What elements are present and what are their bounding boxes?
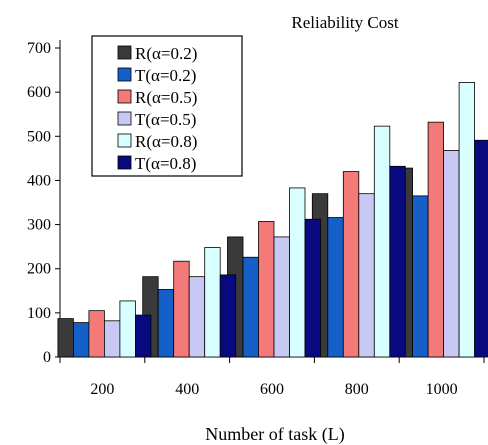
legend-label: R(α=0.2) <box>135 44 197 63</box>
legend-label: R(α=0.8) <box>135 132 197 151</box>
legend-label: T(α=0.8) <box>135 154 196 173</box>
bar <box>258 221 275 358</box>
bar <box>157 289 175 358</box>
x-tick-label: 600 <box>260 381 284 398</box>
bar <box>204 247 221 358</box>
bar <box>389 165 406 358</box>
bar <box>327 217 344 358</box>
bar <box>412 195 429 358</box>
bar <box>104 320 121 358</box>
bar <box>134 314 152 358</box>
bar <box>342 171 360 358</box>
bar <box>443 150 460 358</box>
bar <box>458 82 476 358</box>
legend-label: R(α=0.5) <box>135 88 197 107</box>
bars <box>57 82 488 358</box>
bar <box>173 260 190 358</box>
y-tick-label: 300 <box>27 217 51 234</box>
bar <box>289 187 306 358</box>
legend-box <box>91 35 243 177</box>
y-tick-label: 200 <box>27 261 51 278</box>
bar <box>474 139 488 358</box>
legend-swatch <box>117 155 132 170</box>
bar <box>242 256 259 358</box>
bar <box>427 121 445 358</box>
y-tick-label: 0 <box>43 349 51 366</box>
x-axis-label: Number of task (L) <box>205 424 344 445</box>
y-axis: 0 100 200 300 400 500 600 700 <box>27 40 61 366</box>
bar <box>273 236 290 358</box>
bar <box>358 193 375 358</box>
legend-swatch <box>117 111 132 126</box>
bar <box>188 276 206 358</box>
x-tick-label: 800 <box>345 381 369 398</box>
x-axis: 200 400 600 800 1000 <box>59 356 485 398</box>
bar <box>219 274 237 358</box>
bar <box>373 125 391 358</box>
x-tick-label: 1000 <box>426 381 458 398</box>
legend-swatch <box>117 133 132 148</box>
y-tick-label: 700 <box>27 40 51 57</box>
y-tick-label: 400 <box>27 172 51 189</box>
legend: R(α=0.2) T(α=0.2) R(α=0.5) T(α=0.5) R(α=0.8)… <box>91 35 243 177</box>
y-tick-label: 500 <box>27 128 51 145</box>
chart-title: Reliability Cost <box>291 13 398 32</box>
bar <box>73 322 90 358</box>
legend-swatch <box>117 89 132 104</box>
bar <box>57 318 74 358</box>
x-tick-label: 200 <box>90 381 114 398</box>
bar <box>88 310 105 358</box>
x-tick-label: 400 <box>175 381 199 398</box>
legend-swatch <box>117 67 132 82</box>
legend-label: T(α=0.2) <box>135 66 196 85</box>
y-tick-label: 100 <box>27 305 51 322</box>
legend-label: T(α=0.5) <box>135 110 196 129</box>
legend-swatch <box>117 45 132 60</box>
bar <box>119 300 136 358</box>
bar <box>304 218 321 358</box>
y-tick-label: 600 <box>27 84 51 101</box>
